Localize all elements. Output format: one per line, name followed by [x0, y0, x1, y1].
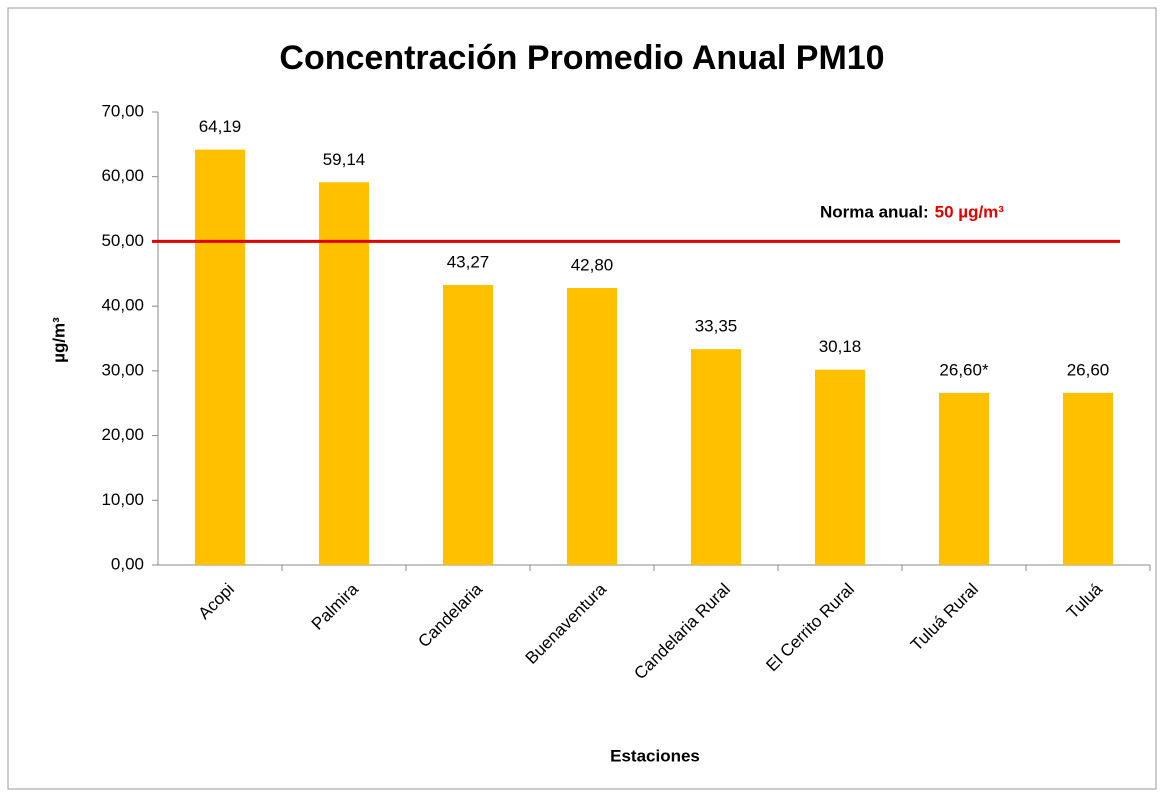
value-label: 33,35 — [695, 317, 738, 336]
y-tick-label: 0,00 — [111, 554, 144, 573]
value-label: 43,27 — [447, 252, 490, 271]
y-axis-label: µg/m³ — [49, 317, 68, 363]
value-label: 42,80 — [571, 256, 614, 275]
bar — [443, 284, 493, 565]
y-tick-label: 70,00 — [101, 101, 144, 120]
y-tick-label: 10,00 — [101, 490, 144, 509]
bar — [939, 392, 989, 565]
reference-prefix: Norma anual: — [820, 203, 929, 222]
y-tick-label: 20,00 — [101, 425, 144, 444]
value-label: 59,14 — [323, 150, 366, 169]
bar — [691, 349, 741, 565]
chart-title: Concentración Promedio Anual PM10 — [279, 39, 884, 77]
value-label: 64,19 — [199, 117, 242, 136]
bar — [567, 288, 617, 565]
x-axis-label: Estaciones — [610, 746, 700, 765]
bar — [1063, 392, 1113, 565]
bar — [195, 149, 245, 565]
y-tick-label: 50,00 — [101, 231, 144, 250]
value-label: 26,60* — [939, 360, 989, 379]
y-tick-label: 60,00 — [101, 166, 144, 185]
bar — [319, 182, 369, 565]
value-label: 26,60 — [1067, 360, 1110, 379]
y-tick-label: 40,00 — [101, 296, 144, 315]
bar — [815, 369, 865, 565]
value-label: 30,18 — [819, 337, 862, 356]
reference-label: 50 µg/m³ — [935, 203, 1005, 222]
y-tick-label: 30,00 — [101, 360, 144, 379]
reference-annotation: Norma anual: 50 µg/m³ — [820, 203, 1004, 222]
